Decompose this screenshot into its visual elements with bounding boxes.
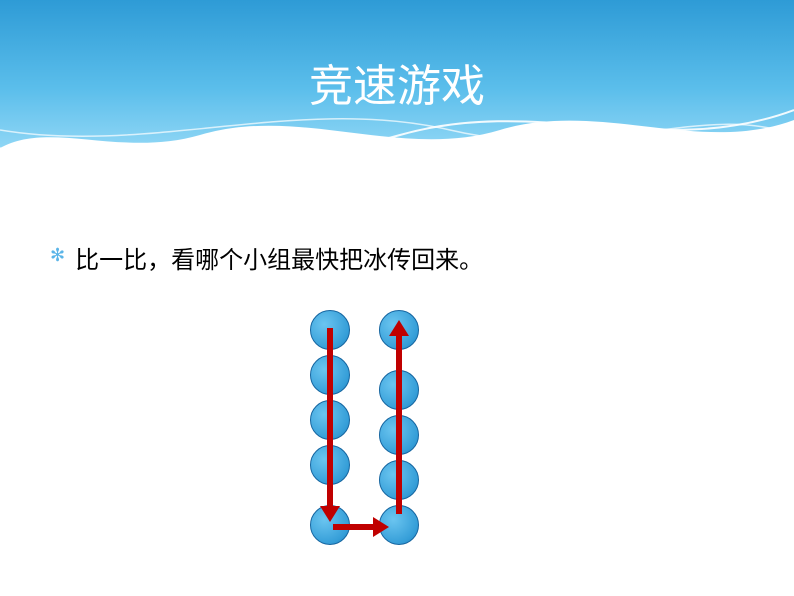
content-area: ✻ 比一比，看哪个小组最快把冰传回来。 [0, 180, 794, 275]
header-wave-banner: 竞速游戏 [0, 0, 794, 180]
arrow-down-icon [327, 328, 333, 508]
bullet-line: ✻ 比一比，看哪个小组最快把冰传回来。 [50, 240, 744, 275]
slide-title: 竞速游戏 [0, 50, 794, 114]
arrow-up-icon [396, 334, 402, 514]
arrow-right-icon [333, 524, 375, 530]
flow-diagram [300, 310, 500, 550]
bullet-marker-icon: ✻ [50, 245, 65, 266]
body-text: 比一比，看哪个小组最快把冰传回来。 [75, 240, 483, 275]
